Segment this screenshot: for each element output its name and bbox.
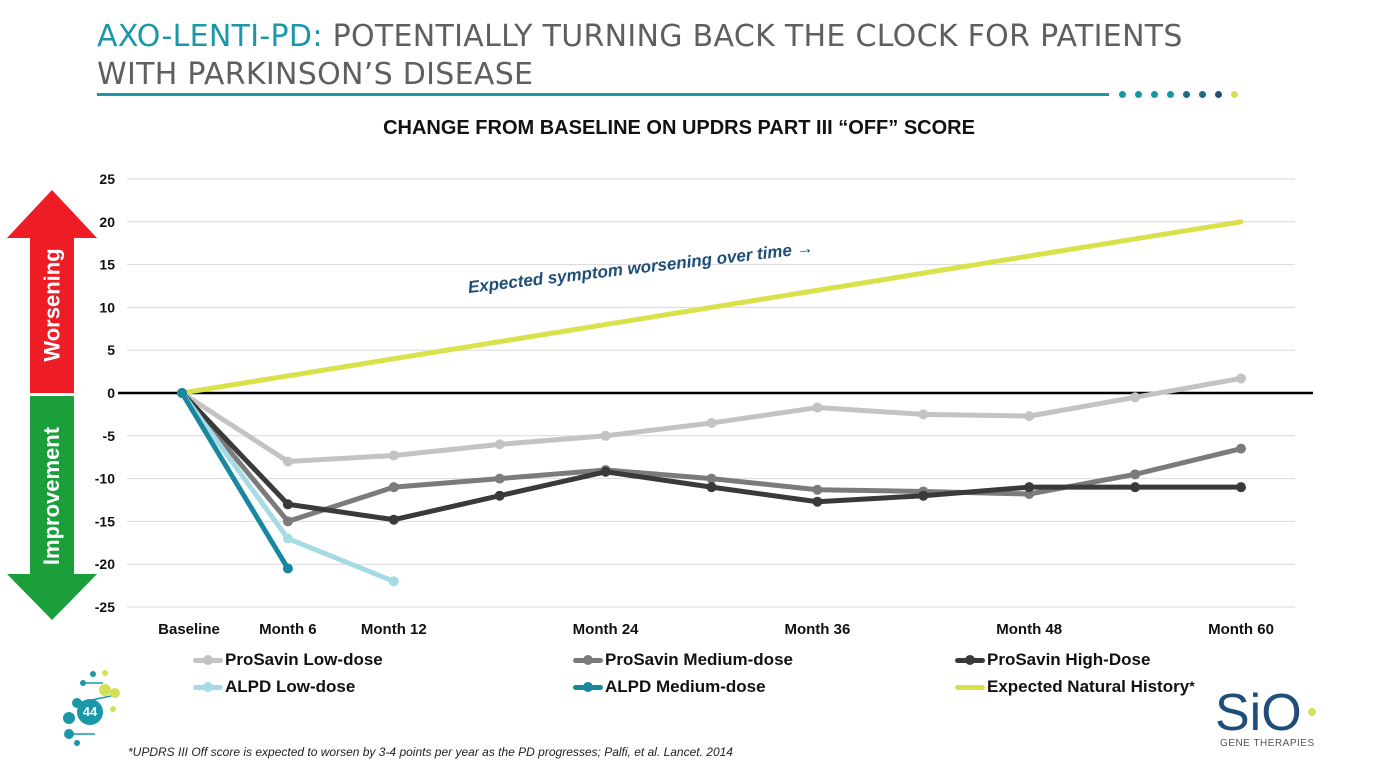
y-tick-label: 0 <box>107 385 115 401</box>
data-point <box>282 563 293 574</box>
worsening-arrow <box>7 190 97 393</box>
decor-dot <box>1215 91 1222 98</box>
x-tick-label: Month 12 <box>361 621 427 638</box>
y-tick-label: 20 <box>99 214 115 230</box>
sio-logo-text: SiO <box>1215 684 1302 736</box>
x-tick-label: Month 48 <box>996 621 1062 638</box>
data-point <box>812 402 823 413</box>
y-tick-label: 5 <box>107 342 115 358</box>
data-point <box>918 409 929 420</box>
page-number-badge: 44 <box>77 699 103 725</box>
data-point <box>1130 482 1141 493</box>
improvement-arrow <box>7 396 97 620</box>
improvement-label: Improvement <box>39 426 65 566</box>
data-point <box>177 388 187 398</box>
x-tick-label: Month 60 <box>1208 621 1274 638</box>
data-point <box>1130 392 1141 403</box>
slide-title-highlight: AXO-LENTI-PD: <box>97 19 323 54</box>
data-point <box>494 490 505 501</box>
brand-subtitle: GENE THERAPIES <box>1220 738 1315 749</box>
data-point <box>388 450 399 461</box>
slide-title-rest: POTENTIALLY TURNING BACK THE CLOCK FOR P… <box>97 19 1183 92</box>
data-point <box>1024 482 1035 493</box>
data-point <box>1236 482 1246 493</box>
x-tick-label: Month 24 <box>573 621 639 638</box>
data-point <box>812 496 823 507</box>
y-tick-label: -15 <box>95 513 115 529</box>
decor-dot <box>1119 91 1126 98</box>
data-point <box>282 533 293 544</box>
sio-logo-icon: SiO <box>1215 684 1316 736</box>
data-point <box>1236 443 1246 454</box>
data-point <box>706 417 717 428</box>
decor-dot <box>1231 91 1238 98</box>
data-point <box>706 473 717 484</box>
y-tick-label: 15 <box>99 257 115 273</box>
decor-dot <box>1135 91 1142 98</box>
data-point <box>282 499 293 510</box>
x-tick-label: Month 36 <box>784 621 850 638</box>
dna-logo-icon <box>63 670 120 746</box>
decor-dot <box>1199 91 1206 98</box>
data-point <box>282 456 293 467</box>
slide-title: AXO-LENTI-PD: POTENTIALLY TURNING BACK T… <box>97 18 1197 94</box>
x-tick-label: Month 6 <box>259 621 317 638</box>
data-point <box>1236 373 1246 384</box>
data-point <box>1024 411 1035 422</box>
data-point <box>600 430 611 441</box>
data-point <box>918 490 929 501</box>
y-tick-label: -20 <box>95 556 115 572</box>
decor-dot <box>1151 91 1158 98</box>
series-line <box>179 219 1244 396</box>
y-tick-label: 10 <box>99 299 115 315</box>
x-tick-label: Baseline <box>158 621 220 638</box>
data-point <box>1024 489 1035 500</box>
decorative-dots <box>1119 91 1238 98</box>
series-line <box>179 390 397 584</box>
y-tick-label: 25 <box>99 171 115 187</box>
y-tick-label: -10 <box>95 471 115 487</box>
data-point <box>282 516 293 527</box>
footnote: *UPDRS III Off score is expected to wors… <box>128 745 733 759</box>
y-tick-label: -25 <box>95 599 115 615</box>
data-point <box>388 482 399 493</box>
y-tick-label: -5 <box>103 428 116 444</box>
data-point <box>1130 469 1141 480</box>
data-point <box>494 439 505 450</box>
chart-title: CHANGE FROM BASELINE ON UPDRS PART III “… <box>383 117 975 139</box>
decor-dot <box>1183 91 1190 98</box>
data-point <box>388 514 399 525</box>
data-point <box>388 576 399 587</box>
decor-dot <box>1167 91 1174 98</box>
data-point <box>812 484 823 495</box>
worsening-label: Worsening <box>39 248 65 362</box>
data-point <box>600 466 611 477</box>
series-line <box>179 390 291 571</box>
title-underline <box>97 93 1109 96</box>
data-point <box>706 482 717 493</box>
data-point <box>494 473 505 484</box>
